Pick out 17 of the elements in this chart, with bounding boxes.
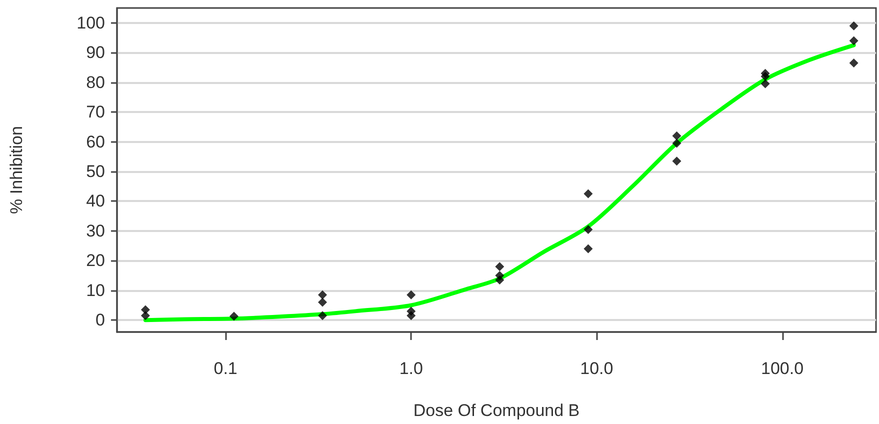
x-axis-title: Dose Of Compound B: [413, 401, 580, 420]
y-tick-label: 20: [86, 251, 105, 270]
x-tick-label: 100.0: [760, 359, 804, 378]
y-tick-label: 40: [86, 192, 105, 211]
y-tick-label: 100: [76, 13, 105, 32]
y-tick-label: 10: [86, 280, 105, 300]
x-tick-label: 10.0: [580, 359, 614, 378]
x-tick-label: 1.0: [399, 359, 423, 378]
y-tick-label: 80: [86, 72, 105, 92]
y-tick-label: 60: [86, 132, 105, 152]
y-tick-label: 70: [86, 102, 105, 122]
x-tick-label: 0.1: [214, 359, 238, 378]
y-tick-label: 0: [96, 310, 105, 330]
y-tick-label: 30: [86, 221, 105, 240]
y-axis-title: % Inhibition: [7, 126, 26, 214]
y-tick-label: 50: [86, 162, 105, 181]
y-tick-label: 90: [86, 43, 105, 62]
